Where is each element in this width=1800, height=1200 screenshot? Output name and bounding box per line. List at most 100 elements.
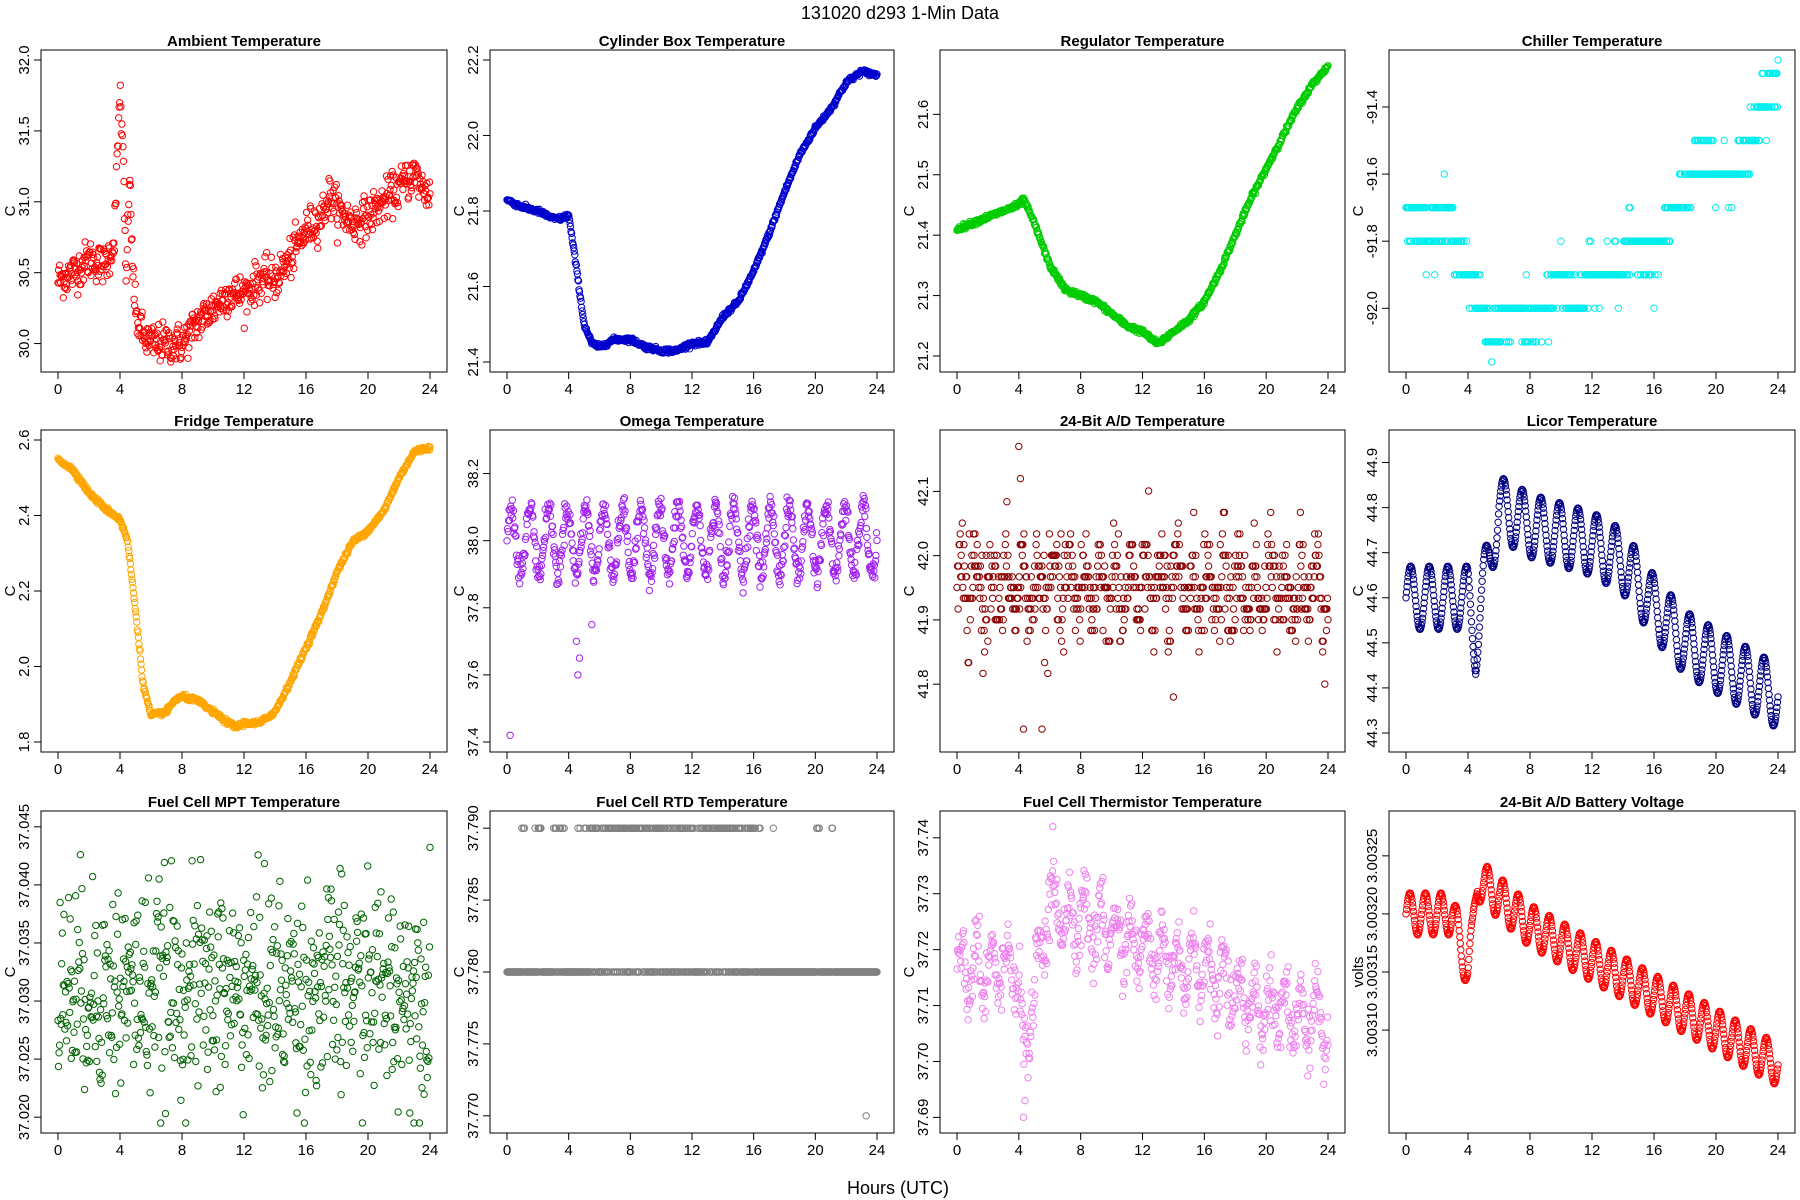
data-point — [1015, 573, 1023, 581]
data-point — [124, 217, 132, 225]
data-point — [1201, 530, 1209, 538]
data-point — [415, 193, 423, 201]
data-point — [363, 211, 371, 219]
data-point — [232, 275, 241, 283]
data-point — [140, 329, 148, 337]
data-point — [240, 324, 249, 332]
data-point — [157, 343, 165, 351]
data-point — [873, 70, 881, 78]
data-point — [1246, 626, 1254, 635]
data-point — [115, 114, 123, 122]
data-point — [187, 334, 196, 342]
x-tick-label: 24 — [422, 761, 439, 778]
data-point — [1250, 519, 1258, 527]
data-point — [1130, 562, 1138, 570]
data-point — [1204, 551, 1212, 559]
data-point — [1077, 540, 1085, 549]
data-point — [1057, 530, 1065, 538]
data-point — [1258, 626, 1266, 635]
data-point — [334, 192, 343, 200]
data-point — [362, 234, 370, 242]
x-tick-label: 20 — [807, 761, 824, 778]
data-point — [421, 182, 429, 190]
data-point — [1488, 358, 1496, 366]
data-point — [1449, 203, 1457, 212]
data-point — [202, 300, 211, 308]
data-point — [130, 295, 138, 303]
x-tick-label: 8 — [178, 381, 186, 398]
data-point — [570, 247, 578, 255]
x-tick-label: 12 — [1134, 761, 1151, 778]
data-point — [568, 234, 576, 242]
data-point — [1023, 637, 1031, 645]
data-point — [364, 226, 372, 235]
data-point — [565, 212, 573, 221]
data-point — [697, 536, 705, 545]
data-point — [366, 219, 374, 227]
x-tick-label: 4 — [1464, 381, 1472, 398]
data-point — [116, 99, 124, 107]
data-point — [1440, 170, 1449, 178]
data-point — [1720, 136, 1728, 145]
data-point — [210, 312, 219, 320]
data-point — [290, 231, 298, 239]
data-point — [1109, 519, 1118, 527]
data-point — [1045, 259, 1054, 267]
data-point — [754, 535, 762, 543]
data-point — [1194, 616, 1202, 624]
data-point — [63, 285, 71, 294]
y-axis-label: C — [451, 205, 468, 216]
data-point — [1069, 562, 1077, 570]
data-point — [615, 534, 623, 543]
y-tick-label: 2.0 — [16, 656, 33, 677]
data-point — [750, 267, 758, 275]
data-point — [1268, 540, 1276, 549]
data-point — [1071, 626, 1080, 635]
data-point — [221, 290, 229, 298]
data-point — [872, 529, 881, 537]
y-tick-label: 30.5 — [16, 258, 33, 287]
data-point — [112, 163, 121, 171]
data-point — [191, 317, 200, 325]
data-point — [399, 185, 407, 194]
data-point — [670, 537, 678, 546]
data-point — [1025, 626, 1033, 635]
data-point — [1094, 562, 1102, 570]
data-point — [119, 157, 128, 166]
data-point — [327, 215, 336, 223]
data-point — [765, 231, 774, 239]
data-point — [284, 254, 292, 262]
data-point — [1099, 626, 1107, 635]
panel-title: Cylinder Box Temperature — [599, 33, 785, 50]
data-point — [61, 284, 70, 292]
data-point — [716, 543, 724, 551]
data-point — [99, 278, 107, 286]
data-point — [778, 551, 786, 559]
data-point — [1002, 530, 1010, 538]
data-point — [92, 277, 101, 286]
data-point — [566, 222, 575, 231]
data-point — [595, 545, 603, 553]
data-point — [1161, 605, 1170, 613]
data-point — [72, 273, 80, 281]
data-point — [575, 654, 584, 662]
data-point — [996, 583, 1004, 592]
x-tick-label: 24 — [869, 381, 886, 398]
y-tick-label: 21.6 — [915, 100, 932, 129]
data-point — [863, 533, 871, 541]
data-point — [196, 308, 205, 316]
data-point — [579, 529, 587, 537]
data-point — [809, 129, 818, 137]
data-point — [161, 339, 170, 347]
y-tick-label: 32.0 — [16, 45, 33, 74]
data-point — [1003, 498, 1011, 506]
data-point — [384, 196, 393, 205]
data-point — [59, 294, 67, 302]
data-point — [1422, 271, 1430, 279]
data-point — [185, 344, 193, 352]
data-point — [386, 185, 394, 194]
data-point — [1233, 230, 1241, 238]
data-point — [224, 299, 232, 307]
data-point — [980, 648, 989, 656]
